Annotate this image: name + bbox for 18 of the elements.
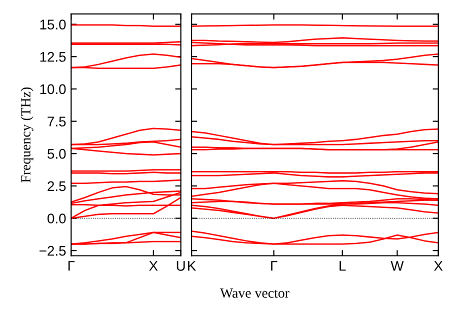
x-tick-label: K <box>188 261 196 271</box>
y-tick-label: 0.0 <box>48 214 66 224</box>
y-tick-label: −2.5 <box>40 246 66 256</box>
y-tick-label: 7.5 <box>48 116 66 126</box>
x-tick-label: W <box>390 261 404 271</box>
y-axis-title: Frequency (THz) <box>20 87 34 182</box>
y-tick-label: 15.0 <box>40 20 66 30</box>
x-tick-label: Γ <box>68 261 75 271</box>
x-axis-title: Wave vector <box>220 288 290 298</box>
x-tick-label: U <box>176 261 185 271</box>
x-tick-label: X <box>434 261 443 271</box>
y-tick-label: 2.5 <box>48 181 66 192</box>
x-tick-label: L <box>340 261 346 271</box>
x-tick-label: X <box>149 261 158 271</box>
y-tick-label: 5.0 <box>48 148 66 159</box>
y-tick-label: 12.5 <box>40 52 66 62</box>
x-tick-label: Γ <box>271 261 278 271</box>
y-tick-label: 10.0 <box>40 84 66 94</box>
